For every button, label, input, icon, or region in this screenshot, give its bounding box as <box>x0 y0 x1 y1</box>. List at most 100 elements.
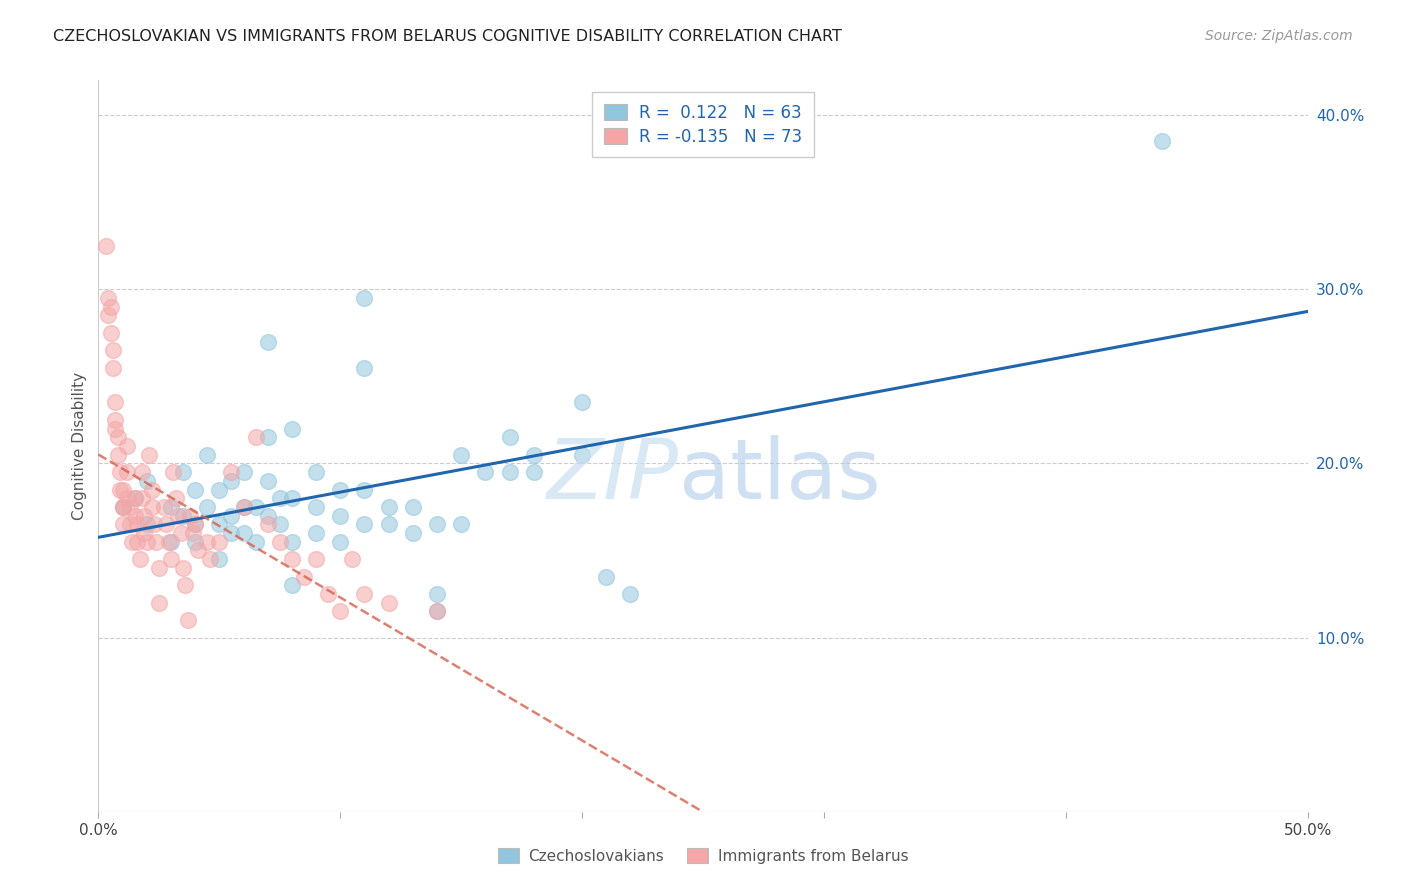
Point <box>208 517 231 532</box>
Point <box>208 483 231 497</box>
Point <box>143 517 166 532</box>
Point <box>172 561 194 575</box>
Point <box>124 491 146 506</box>
Point <box>117 439 139 453</box>
Point <box>174 578 197 592</box>
Point <box>172 508 194 523</box>
Point <box>208 534 231 549</box>
Point <box>195 448 218 462</box>
Point <box>160 552 183 566</box>
Point <box>184 534 207 549</box>
Point <box>329 604 352 618</box>
Point <box>571 395 593 409</box>
Point <box>107 430 129 444</box>
Text: atlas: atlas <box>679 434 880 516</box>
Point <box>402 500 425 514</box>
Point <box>256 517 278 532</box>
Point <box>281 421 304 435</box>
Point <box>181 526 204 541</box>
Point <box>221 474 243 488</box>
Legend: R =  0.122   N = 63, R = -0.135   N = 73: R = 0.122 N = 63, R = -0.135 N = 73 <box>592 92 814 157</box>
Point <box>245 500 267 514</box>
Point <box>221 508 243 523</box>
Point <box>118 517 141 532</box>
Point <box>100 326 122 340</box>
Point <box>127 517 149 532</box>
Point <box>619 587 641 601</box>
Point <box>135 474 157 488</box>
Point <box>353 291 375 305</box>
Point <box>148 596 170 610</box>
Point <box>377 517 399 532</box>
Point <box>94 238 117 252</box>
Point <box>353 483 375 497</box>
Point <box>281 552 304 566</box>
Point <box>305 500 328 514</box>
Point <box>377 500 399 514</box>
Point <box>353 517 375 532</box>
Point <box>111 483 134 497</box>
Point <box>127 534 149 549</box>
Point <box>426 604 449 618</box>
Point <box>155 517 177 532</box>
Point <box>135 534 157 549</box>
Point <box>256 508 278 523</box>
Point <box>1152 134 1174 148</box>
Point <box>523 448 546 462</box>
Point <box>195 534 218 549</box>
Point <box>172 465 194 479</box>
Point <box>221 526 243 541</box>
Point <box>135 517 157 532</box>
Point <box>269 534 291 549</box>
Point <box>108 465 131 479</box>
Point <box>595 569 617 583</box>
Point <box>111 500 134 514</box>
Point <box>269 491 291 506</box>
Point <box>179 508 201 523</box>
Point <box>160 500 183 514</box>
Point <box>498 465 520 479</box>
Point <box>104 413 127 427</box>
Point <box>426 587 449 601</box>
Point <box>195 500 218 514</box>
Point <box>108 483 131 497</box>
Point <box>329 483 352 497</box>
Point <box>117 491 139 506</box>
Point <box>111 517 134 532</box>
Point <box>97 309 120 323</box>
Point <box>208 552 231 566</box>
Point <box>184 517 207 532</box>
Point <box>269 517 291 532</box>
Point <box>131 491 153 506</box>
Point <box>124 491 146 506</box>
Point <box>134 526 156 541</box>
Point <box>426 604 449 618</box>
Point <box>329 534 352 549</box>
Point <box>131 465 153 479</box>
Point <box>134 508 156 523</box>
Point <box>101 343 124 358</box>
Y-axis label: Cognitive Disability: Cognitive Disability <box>72 372 87 520</box>
Text: ZIP: ZIP <box>547 434 679 516</box>
Point <box>187 543 209 558</box>
Point <box>353 587 375 601</box>
Point <box>342 552 364 566</box>
Point <box>198 552 221 566</box>
Point <box>107 448 129 462</box>
Point <box>426 517 449 532</box>
Point <box>232 500 254 514</box>
Point <box>100 300 122 314</box>
Point <box>97 291 120 305</box>
Point <box>184 483 207 497</box>
Point <box>402 526 425 541</box>
Point <box>256 474 278 488</box>
Point <box>111 500 134 514</box>
Point <box>316 587 339 601</box>
Point <box>160 534 183 549</box>
Point <box>177 613 200 627</box>
Point <box>450 517 472 532</box>
Text: Source: ZipAtlas.com: Source: ZipAtlas.com <box>1205 29 1353 43</box>
Point <box>232 465 254 479</box>
Text: CZECHOSLOVAKIAN VS IMMIGRANTS FROM BELARUS COGNITIVE DISABILITY CORRELATION CHAR: CZECHOSLOVAKIAN VS IMMIGRANTS FROM BELAR… <box>53 29 842 44</box>
Point <box>281 578 304 592</box>
